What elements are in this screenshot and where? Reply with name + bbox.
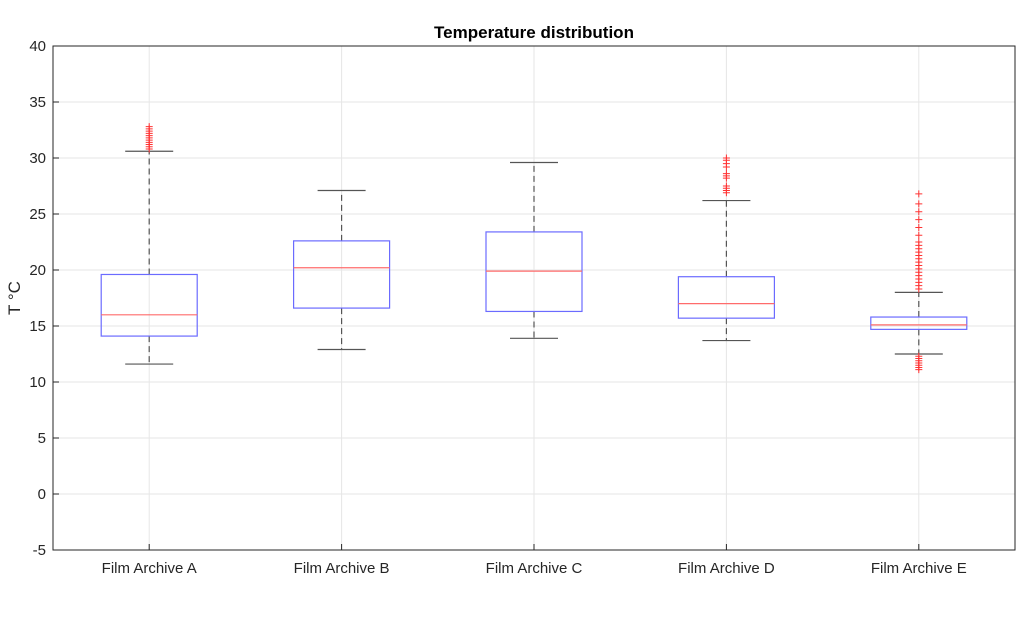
outlier-point (915, 352, 923, 360)
y-tick-label: 15 (29, 318, 46, 335)
y-tick-label: 5 (38, 430, 46, 447)
iqr-box (870, 316, 968, 330)
y-tick-label: 30 (29, 150, 46, 167)
x-tick-label: Film Archive D (678, 560, 775, 577)
x-tick-label: Film Archive C (486, 560, 583, 577)
y-tick-label: 10 (29, 374, 46, 391)
y-axis-label: T °C (5, 281, 24, 315)
outlier-point (915, 190, 923, 198)
y-tick-label: 0 (38, 486, 46, 503)
y-tick-label: 25 (29, 206, 46, 223)
outlier-point (722, 154, 730, 162)
box-group (677, 154, 776, 342)
outlier-point (915, 216, 923, 224)
y-axis: -5 0 5 10 15 20 25 30 35 40 (29, 38, 59, 559)
iqr-box (293, 240, 391, 309)
boxes-layer (100, 123, 968, 374)
y-tick-label: -5 (33, 542, 46, 559)
outlier-point (915, 223, 923, 231)
outlier-point (145, 123, 153, 131)
box-group (870, 190, 968, 374)
y-tick-label: 40 (29, 38, 46, 55)
y-tick-label: 20 (29, 262, 46, 279)
box-group (485, 161, 583, 339)
outlier-point (915, 208, 923, 216)
x-tick-label: Film Archive A (102, 560, 197, 577)
box-group (100, 123, 198, 365)
x-tick-label: Film Archive B (294, 560, 390, 577)
iqr-box (677, 276, 776, 319)
outlier-point (722, 170, 730, 178)
chart-title: Temperature distribution (434, 23, 634, 42)
iqr-box (100, 273, 198, 337)
x-axis: Film Archive A Film Archive B Film Archive… (102, 544, 967, 577)
x-tick-label: Film Archive E (871, 560, 967, 577)
outlier-point (915, 200, 923, 208)
outlier-point (722, 182, 730, 190)
outlier-point (915, 231, 923, 239)
y-tick-label: 35 (29, 94, 46, 111)
outlier-point (915, 238, 923, 246)
box-group (293, 189, 391, 351)
